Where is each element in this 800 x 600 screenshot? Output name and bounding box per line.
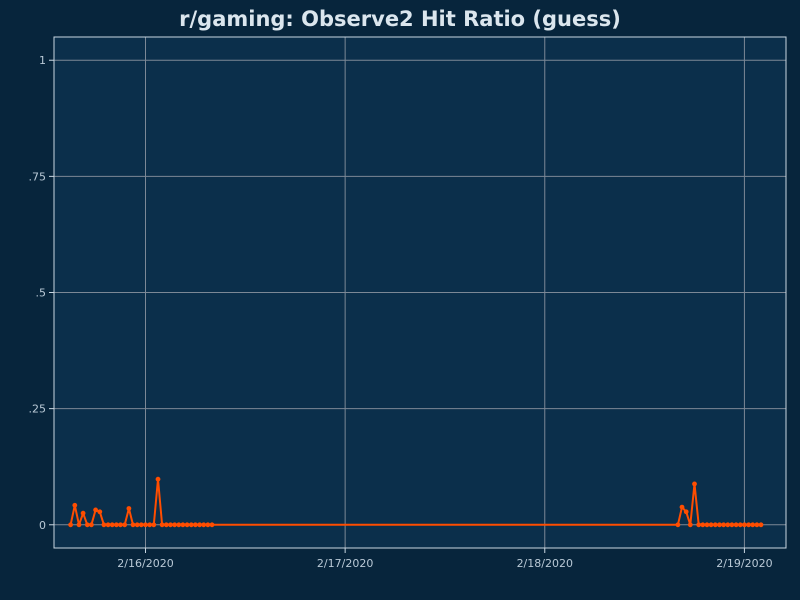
data-point (692, 481, 697, 487)
data-point (696, 522, 702, 528)
data-point (138, 522, 144, 528)
data-point (155, 476, 161, 482)
data-point (130, 522, 136, 528)
y-axis: 0 .25 .5 .75 1 (29, 54, 54, 532)
data-point (746, 522, 751, 528)
data-point (109, 522, 115, 528)
data-point (708, 522, 714, 528)
data-point (159, 522, 165, 528)
data-point (118, 522, 123, 528)
data-point (143, 522, 148, 528)
data-point (725, 522, 731, 528)
data-point (180, 522, 186, 528)
x-axis: 2/16/2020 2/17/2020 2/18/2020 2/19/2020 (117, 548, 773, 570)
data-point (151, 522, 157, 528)
chart-title: r/gaming: Observe2 Hit Ratio (guess) (179, 7, 621, 31)
y-tick-label: .25 (29, 403, 47, 416)
data-point (675, 522, 681, 528)
data-point (205, 522, 211, 528)
x-tick-label: 2/19/2020 (716, 557, 772, 570)
data-point (176, 522, 182, 528)
data-point (679, 504, 685, 510)
data-point (89, 522, 94, 528)
data-point (754, 522, 760, 528)
data-point (72, 502, 78, 508)
data-point (172, 522, 178, 528)
data-point (76, 522, 82, 528)
data-point (101, 522, 107, 528)
data-point (209, 522, 215, 528)
data-point (201, 522, 207, 528)
data-point (729, 522, 735, 528)
data-point (712, 522, 718, 528)
data-point (733, 522, 739, 528)
x-tick-label: 2/16/2020 (117, 557, 173, 570)
data-point (197, 522, 203, 528)
data-point (163, 522, 169, 528)
data-point (68, 522, 73, 528)
data-point (704, 522, 710, 528)
y-tick-label: .5 (36, 287, 47, 300)
y-tick-label: 1 (39, 54, 46, 67)
data-point (750, 522, 756, 528)
data-point (126, 506, 132, 511)
data-point (683, 509, 689, 515)
data-point (168, 522, 173, 528)
data-point (758, 522, 764, 528)
data-point (134, 522, 140, 528)
data-point (80, 510, 86, 516)
data-point (717, 522, 722, 528)
data-point (188, 522, 194, 528)
x-tick-label: 2/17/2020 (317, 557, 373, 570)
x-tick-label: 2/18/2020 (517, 557, 573, 570)
data-point (721, 522, 726, 528)
data-point (97, 509, 103, 515)
data-point (105, 522, 111, 528)
data-point (84, 522, 90, 528)
y-tick-label: 0 (39, 519, 46, 532)
data-point (687, 522, 693, 528)
data-point (742, 522, 747, 528)
y-tick-label: .75 (29, 170, 47, 183)
series-observe2-hit-ratio (68, 476, 764, 528)
data-point (147, 522, 153, 528)
data-point (700, 522, 706, 528)
data-point (114, 522, 119, 528)
data-point (193, 522, 198, 528)
data-point (93, 507, 98, 513)
data-point (122, 522, 128, 528)
data-point (184, 522, 190, 528)
data-point (737, 522, 743, 528)
plot-border (53, 36, 787, 549)
